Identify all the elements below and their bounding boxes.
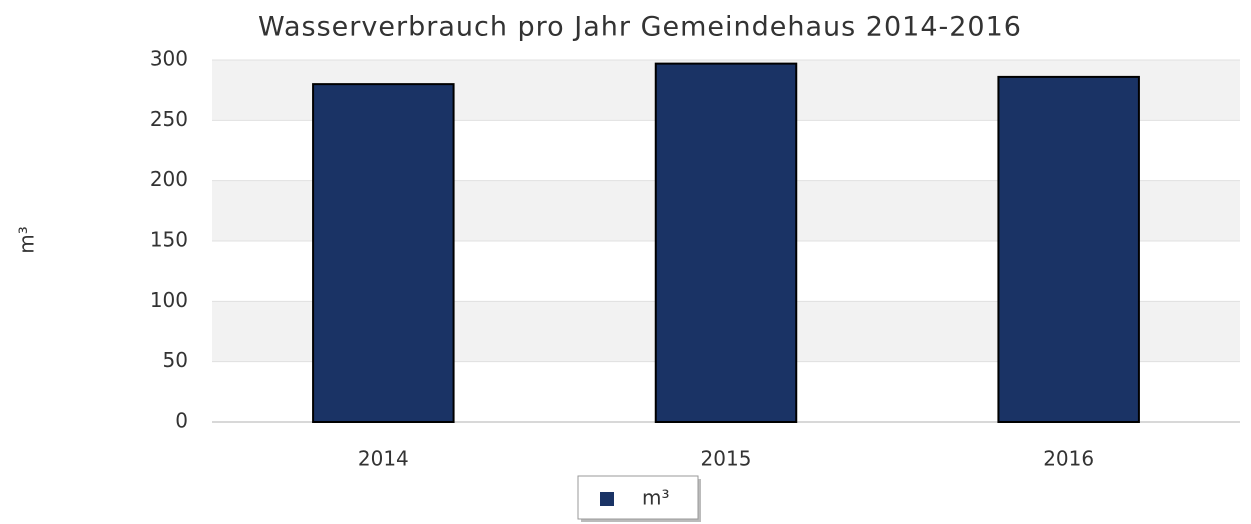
y-tick-label: 100 [150, 288, 188, 312]
y-tick-label: 200 [150, 167, 188, 191]
y-tick-label: 150 [150, 228, 188, 252]
y-tick-label: 0 [175, 409, 188, 433]
bar [654, 62, 798, 424]
chart-title: Wasserverbrauch pro Jahr Gemeindehaus 20… [258, 12, 1022, 43]
y-axis-label: m³ [15, 226, 39, 254]
legend-box [577, 475, 699, 520]
x-tick-label: 2015 [701, 447, 752, 471]
y-tick-label: 50 [163, 348, 188, 372]
legend-swatch [600, 492, 614, 506]
legend-label: m³ [642, 486, 670, 510]
bar [997, 75, 1140, 423]
x-tick-label: 2016 [1043, 447, 1094, 471]
y-tick-label: 300 [150, 47, 188, 71]
y-tick-label: 250 [150, 107, 188, 131]
x-tick-label: 2014 [358, 447, 409, 471]
bar [312, 83, 455, 423]
